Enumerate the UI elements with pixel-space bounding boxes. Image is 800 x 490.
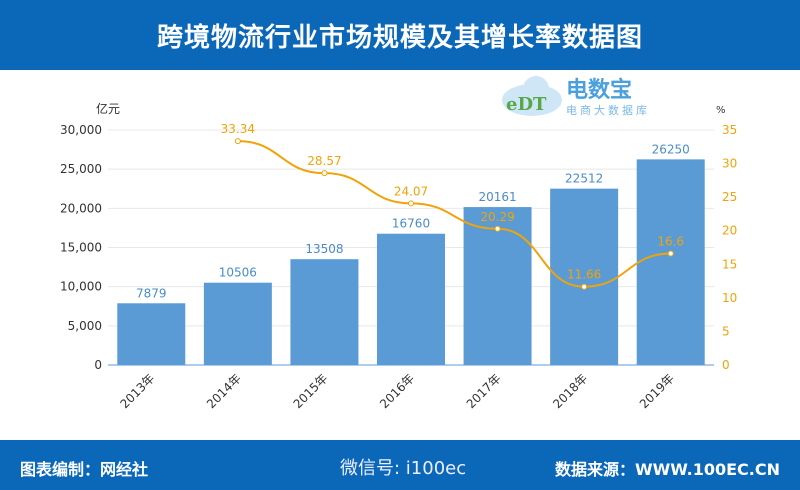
bar	[203, 282, 272, 365]
footer-source: 数据来源：WWW.100EC.CN	[554, 460, 780, 479]
y-tick-label: 0	[94, 358, 102, 372]
svg-text:eDT: eDT	[506, 94, 547, 115]
y2-axis-label: %	[716, 105, 726, 116]
line-data-label: 24.07	[394, 184, 428, 198]
bar	[290, 259, 359, 365]
x-tick-label: 2019年	[637, 371, 677, 411]
x-tick-label: 2013年	[117, 371, 157, 411]
line-data-label: 11.66	[567, 268, 601, 282]
watermark: 微信号: i100ec	[340, 458, 467, 479]
bar	[377, 233, 445, 365]
x-tick-label: 2017年	[464, 371, 504, 411]
y-tick-label: 15,000	[60, 241, 102, 255]
logo-sub: 电商大数据库	[566, 104, 650, 117]
x-tick-label: 2015年	[291, 371, 331, 411]
bar-data-label: 20161	[478, 190, 516, 204]
line-point	[581, 283, 588, 290]
y-tick-label: 10,000	[60, 280, 102, 294]
y2-tick-label: 25	[722, 190, 737, 204]
growth-line	[237, 140, 671, 288]
logo: eDT 电数宝 电商大数据库	[500, 72, 700, 120]
logo-name: 电数宝	[566, 78, 633, 103]
footer: 图表编制：网经社 微信号: i100ec 数据来源：WWW.100EC.CN	[0, 440, 800, 490]
chart: 0 5,000 10,000 15,000 20,000 25,000 30,000 0 5 10…	[60, 101, 737, 411]
y-tick-label: 20,000	[60, 201, 102, 215]
bar-data-label: 26250	[652, 142, 690, 156]
bar-data-label: 13508	[305, 242, 343, 256]
bar-data-label: 16760	[392, 217, 430, 231]
y2-tick-label: 20	[722, 224, 737, 238]
y-axis-label: 亿元	[96, 101, 120, 116]
line-data-label: 16.6	[657, 235, 684, 249]
cloud-logo-icon: eDT	[502, 76, 562, 116]
line-data-label: 33.34	[221, 122, 255, 136]
chart-title: 跨境物流行业市场规模及其增长率数据图	[0, 0, 800, 70]
y2-tick-label: 10	[722, 291, 737, 305]
x-tick-label: 2014年	[204, 371, 244, 411]
y2-tick-label: 35	[722, 123, 737, 137]
line-data-label: 20.29	[480, 210, 514, 224]
bar-data-label: 10506	[219, 266, 257, 280]
line-point	[234, 138, 241, 145]
y2-tick-label: 30	[722, 157, 737, 171]
line-point	[494, 225, 501, 232]
line-point	[408, 200, 414, 207]
y-tick-label: 30,000	[60, 123, 102, 137]
x-tick-label: 2016年	[377, 371, 417, 411]
bar-data-label: 22512	[565, 172, 603, 186]
bar-data-label: 7879	[136, 286, 167, 300]
y2-tick-label: 5	[722, 324, 730, 338]
bar	[550, 188, 619, 365]
line-point	[667, 250, 674, 257]
line-data-label: 28.57	[307, 154, 341, 168]
y-tick-label: 5,000	[68, 319, 102, 333]
y2-tick-label: 0	[722, 358, 730, 372]
y-tick-label: 25,000	[60, 162, 102, 176]
footer-credit: 图表编制：网经社	[20, 460, 149, 479]
bar	[117, 303, 186, 365]
x-tick-label: 2018年	[550, 371, 590, 411]
bar	[636, 159, 705, 365]
line-point	[321, 170, 328, 177]
y2-tick-label: 15	[722, 257, 737, 271]
bar	[463, 207, 532, 365]
